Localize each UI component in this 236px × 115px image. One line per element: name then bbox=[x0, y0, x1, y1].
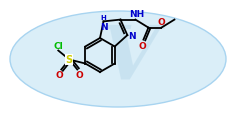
Text: NH: NH bbox=[129, 10, 144, 19]
Text: Cl: Cl bbox=[53, 42, 63, 51]
Text: N: N bbox=[128, 31, 136, 40]
Text: O: O bbox=[55, 71, 63, 80]
Text: O: O bbox=[158, 17, 165, 26]
Text: S: S bbox=[66, 55, 73, 65]
Text: O: O bbox=[76, 71, 83, 80]
Text: H: H bbox=[101, 15, 106, 21]
Text: O: O bbox=[139, 41, 146, 50]
Ellipse shape bbox=[10, 12, 226, 107]
Text: V: V bbox=[101, 22, 159, 93]
Text: N: N bbox=[100, 23, 107, 32]
